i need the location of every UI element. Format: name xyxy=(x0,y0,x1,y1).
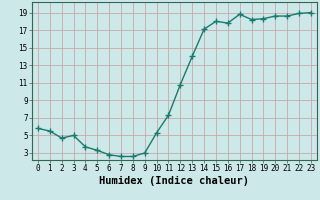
X-axis label: Humidex (Indice chaleur): Humidex (Indice chaleur) xyxy=(100,176,249,186)
